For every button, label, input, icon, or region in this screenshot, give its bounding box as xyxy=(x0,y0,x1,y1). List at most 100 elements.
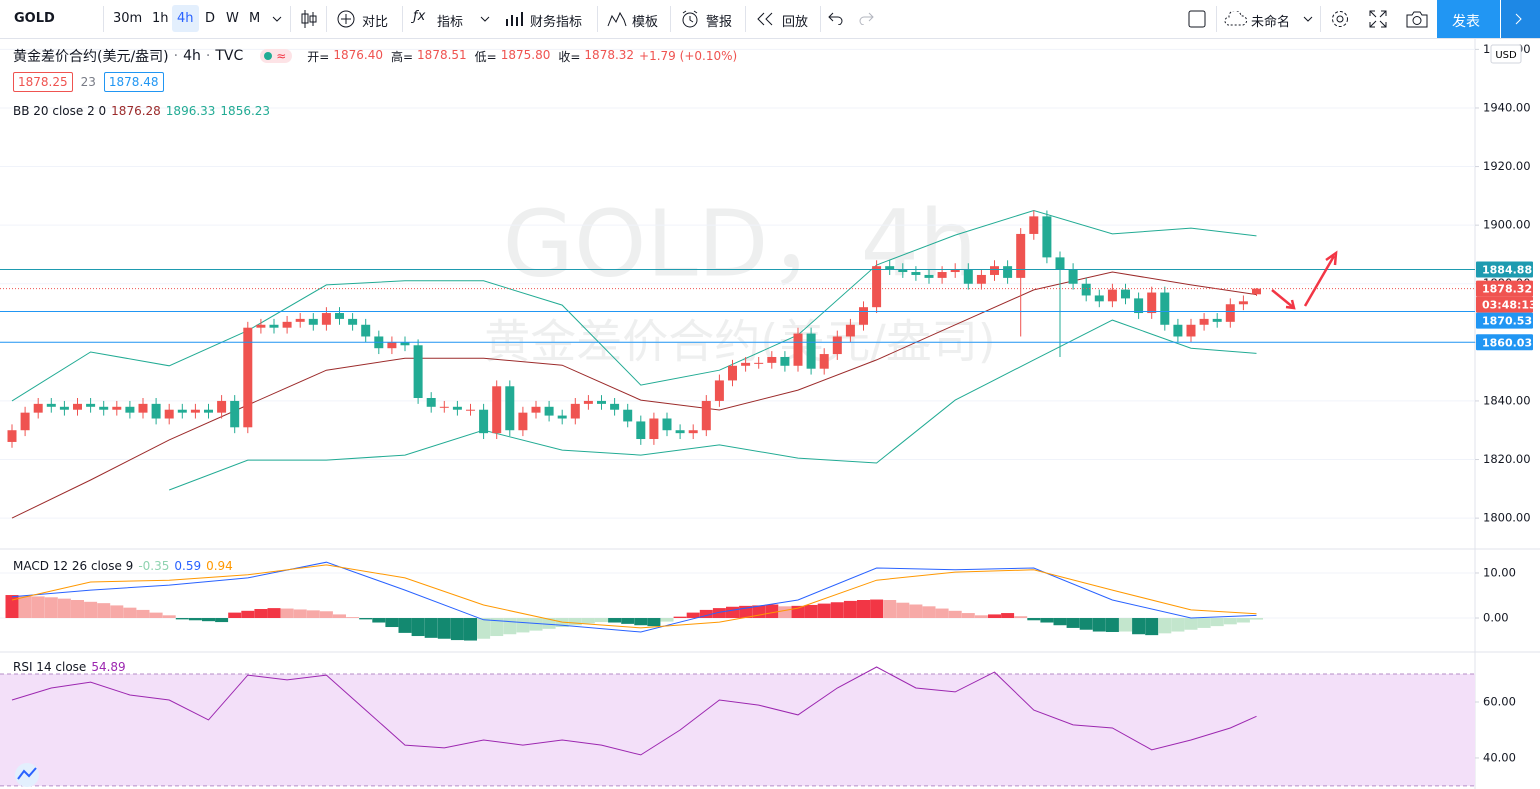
candle-body xyxy=(479,409,489,434)
fullscreen[interactable] xyxy=(1369,10,1387,28)
macd-histogram-bar xyxy=(149,612,163,619)
macd-histogram-bar xyxy=(988,614,1001,619)
macd-line xyxy=(11,561,1257,633)
macd-histogram-bar xyxy=(817,603,831,619)
macd-histogram-value: -0.35 xyxy=(138,559,170,573)
macd-histogram-bar xyxy=(1158,618,1172,634)
indicators-icon[interactable]: ƒx xyxy=(413,9,426,24)
currency-box xyxy=(1490,44,1522,64)
candle-body xyxy=(662,418,672,431)
candle-body xyxy=(544,406,554,416)
dropdown[interactable] xyxy=(480,15,490,23)
macd-histogram-bar xyxy=(830,602,844,619)
financials-icon[interactable] xyxy=(505,10,523,28)
macd-histogram-bar xyxy=(346,617,360,619)
bb-upper: 1896.33 xyxy=(165,104,216,118)
macd-histogram-bar xyxy=(398,618,412,633)
dropdown[interactable] xyxy=(272,15,282,23)
macd-histogram-bar xyxy=(319,611,333,619)
replay-icon[interactable] xyxy=(756,12,774,26)
candle-body xyxy=(885,266,895,270)
interval[interactable]: 4h xyxy=(172,5,199,32)
status-dot xyxy=(264,52,273,60)
symbol[interactable]: GOLD xyxy=(14,11,55,26)
price-tag-box xyxy=(1476,312,1533,329)
bb-lower: 1856.23 xyxy=(220,104,271,118)
macd-histogram-bar xyxy=(1079,618,1093,630)
interval[interactable]: W xyxy=(226,11,239,26)
indicator-name: BB 20 close 2 0 xyxy=(13,104,107,118)
indicators[interactable]: 指标 xyxy=(437,15,464,30)
candle-body xyxy=(413,345,423,399)
candle-body xyxy=(1252,288,1261,295)
layout-name[interactable]: 未命名 xyxy=(1251,15,1291,30)
candle-body xyxy=(426,398,436,407)
candle-body xyxy=(439,406,449,408)
macd-histogram-bar xyxy=(424,618,438,638)
ohlc-value: 1876.40 xyxy=(333,47,383,62)
market-status[interactable]: ≈ xyxy=(260,49,293,63)
badge: ≈ xyxy=(276,49,287,63)
interval[interactable]: M xyxy=(249,11,261,26)
y-tick-label: 10.00 xyxy=(1483,565,1516,579)
candle-body xyxy=(924,274,934,278)
macd-histogram-bar xyxy=(1236,618,1250,623)
macd-histogram-bar xyxy=(843,600,857,619)
candle-body xyxy=(728,365,737,381)
candle-body xyxy=(845,324,855,337)
ohlc-label: 收= xyxy=(558,49,581,64)
separator xyxy=(402,6,403,32)
macd-histogram-bar xyxy=(568,618,582,626)
select-icon[interactable] xyxy=(1188,10,1206,28)
cloud-icon[interactable] xyxy=(1223,11,1249,27)
macd-histogram-bar xyxy=(464,618,477,641)
interval[interactable]: 30m xyxy=(113,11,143,26)
macd-histogram-bar xyxy=(726,606,739,619)
templates[interactable]: 模板 xyxy=(632,15,659,30)
macd-histogram-bar xyxy=(372,618,386,623)
alerts[interactable]: 警报 xyxy=(706,15,733,30)
publish[interactable]: 发表 xyxy=(1452,14,1480,30)
candle-body xyxy=(1068,269,1078,284)
candle-body xyxy=(7,430,17,442)
publish-button[interactable] xyxy=(1437,0,1500,38)
separator xyxy=(326,6,327,32)
templates-icon[interactable] xyxy=(607,10,627,28)
y-tick-label: 1820.00 xyxy=(1483,452,1531,466)
interval[interactable]: 1h xyxy=(152,11,169,26)
snapshot[interactable] xyxy=(1406,10,1428,28)
candle-body xyxy=(963,269,973,284)
alert-icon[interactable] xyxy=(680,9,700,29)
replay[interactable]: 回放 xyxy=(782,15,809,30)
separator xyxy=(1216,6,1217,32)
separator xyxy=(670,6,671,32)
annotation-arrow xyxy=(1271,289,1296,310)
indicator-name: MACD 12 26 close 9 xyxy=(13,559,134,573)
price-tag: 1884.88 xyxy=(1482,263,1532,276)
separator: · xyxy=(173,48,179,64)
candle-body xyxy=(518,412,528,431)
undo[interactable] xyxy=(828,11,844,25)
macd-histogram-bar xyxy=(71,600,84,619)
compare[interactable]: 对比 xyxy=(362,15,389,30)
candle-body xyxy=(73,403,82,410)
redo[interactable] xyxy=(858,11,874,25)
dropdown[interactable] xyxy=(1303,15,1313,23)
candle-body xyxy=(950,269,960,273)
candle-body xyxy=(636,421,646,440)
candle-body xyxy=(1003,266,1013,278)
compare-icon[interactable] xyxy=(336,9,356,29)
y-tick-label: 1920.00 xyxy=(1483,159,1531,173)
macd-histogram-bar xyxy=(1119,618,1132,632)
candle-body xyxy=(898,269,908,273)
interval[interactable]: D xyxy=(205,11,216,26)
candle-body xyxy=(583,400,593,404)
macd-histogram-bar xyxy=(97,603,111,619)
price-tag-box xyxy=(1476,334,1533,351)
settings[interactable] xyxy=(1330,9,1350,29)
financials[interactable]: 财务指标 xyxy=(530,15,583,30)
candle-body xyxy=(151,403,161,419)
chart-type[interactable] xyxy=(300,9,318,29)
publish-menu-icon xyxy=(1515,13,1522,25)
